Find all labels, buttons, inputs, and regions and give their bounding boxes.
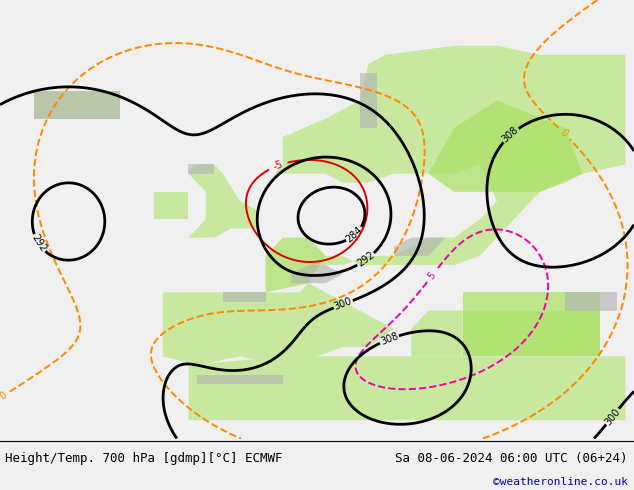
- Polygon shape: [188, 356, 625, 420]
- Polygon shape: [188, 165, 214, 173]
- Polygon shape: [163, 283, 394, 366]
- Polygon shape: [154, 192, 188, 220]
- Polygon shape: [360, 73, 377, 128]
- Text: Sa 08-06-2024 06:00 UTC (06+24): Sa 08-06-2024 06:00 UTC (06+24): [395, 452, 628, 465]
- Polygon shape: [463, 293, 600, 356]
- Polygon shape: [463, 311, 600, 356]
- Polygon shape: [429, 100, 583, 192]
- Text: 308: 308: [379, 331, 399, 347]
- Polygon shape: [566, 293, 617, 311]
- Text: 292: 292: [356, 250, 377, 269]
- Text: 300: 300: [603, 406, 622, 427]
- Polygon shape: [34, 91, 120, 119]
- Polygon shape: [266, 238, 326, 293]
- Text: 0: 0: [0, 390, 8, 402]
- Polygon shape: [308, 165, 583, 265]
- Polygon shape: [291, 265, 343, 283]
- Polygon shape: [223, 293, 266, 301]
- Text: 292: 292: [29, 233, 48, 254]
- Text: 284: 284: [344, 225, 365, 245]
- Text: 300: 300: [333, 296, 354, 312]
- Polygon shape: [274, 46, 497, 183]
- Text: ©weatheronline.co.uk: ©weatheronline.co.uk: [493, 477, 628, 487]
- Polygon shape: [188, 165, 257, 238]
- Text: Height/Temp. 700 hPa [gdmp][°C] ECMWF: Height/Temp. 700 hPa [gdmp][°C] ECMWF: [5, 452, 283, 465]
- Text: 5: 5: [426, 270, 438, 281]
- Text: 308: 308: [500, 125, 521, 145]
- Polygon shape: [34, 91, 120, 119]
- Polygon shape: [480, 55, 625, 201]
- Polygon shape: [429, 46, 566, 173]
- Polygon shape: [394, 238, 446, 256]
- Text: 0: 0: [559, 128, 570, 139]
- Text: -5: -5: [272, 159, 285, 172]
- Polygon shape: [411, 311, 463, 356]
- Polygon shape: [197, 374, 283, 384]
